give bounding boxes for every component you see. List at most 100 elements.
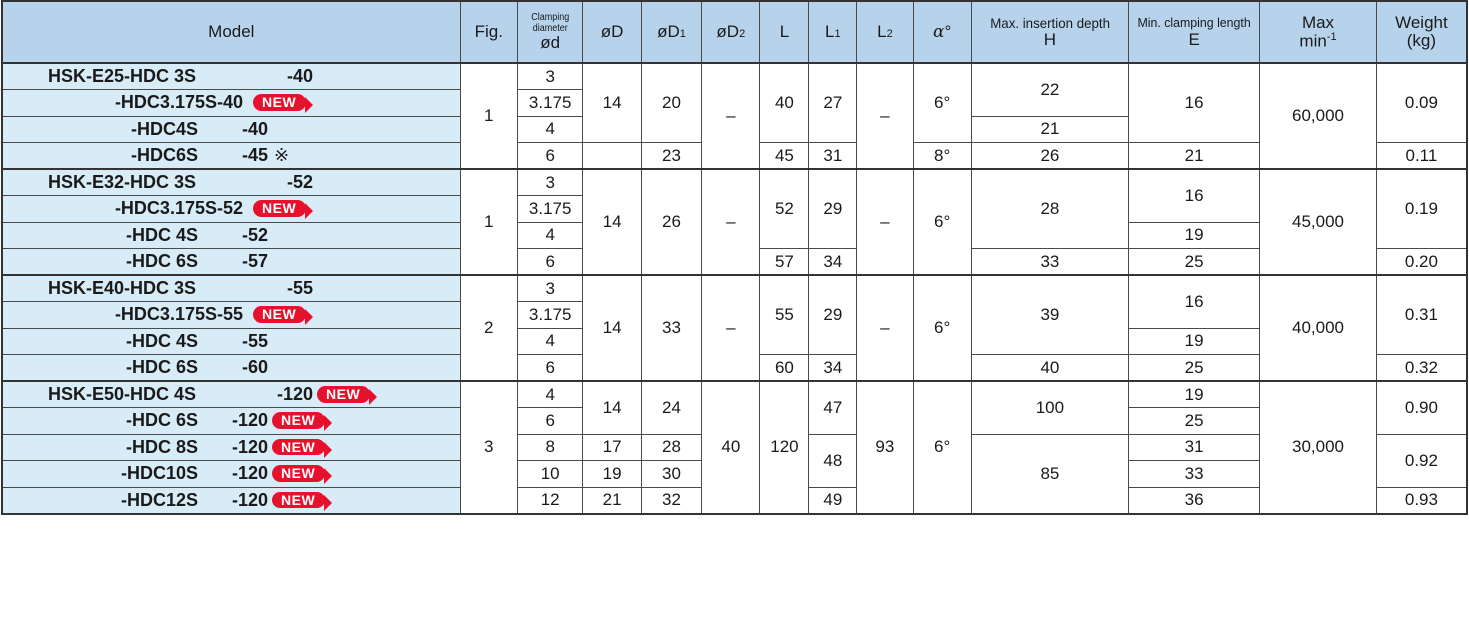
model-code: -45: [241, 145, 268, 166]
weight-cell: 0.11: [1375, 142, 1468, 170]
od2-cell: –: [701, 274, 761, 382]
h-cell: 28: [970, 168, 1130, 249]
l1-cell: 27: [808, 62, 858, 143]
header-row: Model Fig. Clamping diameter ød øD øD1 øD…: [1, 0, 1468, 64]
weight-cell: 0.90: [1375, 380, 1468, 435]
model-cell: -HDC3.175S-40 NEW: [1, 89, 461, 117]
header-max-unit: min: [1299, 31, 1327, 51]
group-e25: HSK-E25-HDC 3S -40 1 3 14 20 – 40 27 – 6°…: [1, 62, 1468, 170]
model-code: -120: [231, 463, 268, 484]
model-name: -HDC12S: [120, 489, 198, 510]
e-cell: 19: [1128, 327, 1261, 355]
od-cell: [582, 142, 642, 170]
l-cell: 45: [759, 142, 810, 170]
l-cell: 52: [759, 168, 810, 249]
e-cell: 16: [1128, 62, 1261, 143]
model-cell: HSK-E25-HDC 3S -40: [1, 62, 461, 90]
table-row: HSK-E32-HDC 3S -52 1 3 14 26 – 52 29 – 6°…: [1, 168, 1468, 276]
model-name: -HDC 6S: [125, 251, 198, 272]
l1-cell: 34: [808, 354, 858, 382]
e-cell: 33: [1128, 460, 1261, 488]
table-row: -HDC6S -45 ※ 6 23 45 31 8° 26 21 0.11: [1, 142, 1468, 170]
max-speed-cell: 60,000: [1259, 62, 1377, 170]
table-row: -HDC12S -120 NEW 12 21 32 49 36 0.93: [1, 486, 1468, 514]
l1-cell: 49: [808, 486, 858, 514]
od-cell: 14: [582, 380, 642, 435]
spec-table: Model Fig. Clamping diameter ød øD øD1 øD…: [1, 0, 1468, 515]
model-name: -HDC10S: [120, 463, 198, 484]
od1-cell: 32: [640, 486, 703, 514]
h-cell: 33: [970, 248, 1130, 276]
header-h-label: Max. insertion depth: [990, 15, 1110, 32]
header-e-label: Min. clamping length: [1137, 15, 1251, 31]
h-cell: 85: [970, 433, 1130, 514]
fig-cell: 1: [459, 168, 518, 276]
model-code: -120: [276, 384, 313, 405]
e-cell: 25: [1128, 407, 1261, 435]
e-cell: 36: [1128, 486, 1261, 514]
model-code: -60: [241, 357, 268, 378]
l2-cell: –: [856, 274, 914, 382]
header-weight-unit: (kg): [1406, 31, 1437, 50]
e-cell: 16: [1128, 274, 1261, 329]
header-l1-sub: 1: [834, 28, 841, 41]
table-row: HSK-E40-HDC 3S -55 2 3 14 33 – 55 29 – 6°…: [1, 274, 1468, 382]
l1-cell: 31: [808, 142, 858, 170]
header-od1-label: øD: [657, 22, 680, 42]
e-cell: 21: [1128, 142, 1261, 170]
alpha-cell: 6°: [912, 380, 972, 514]
new-badge: NEW: [272, 491, 333, 511]
model-code: -57: [241, 251, 268, 272]
header-fig: Fig.: [459, 0, 518, 64]
header-clamping-length: Min. clamping length E: [1128, 0, 1261, 64]
clamp-diameter-cell: 4: [516, 221, 584, 249]
od1-cell: 26: [640, 168, 703, 276]
e-cell: 31: [1128, 433, 1261, 461]
model-cell: HSK-E40-HDC 3S -55: [1, 274, 461, 302]
table-row: -HDC 8S -120 NEW 8 17 28 48 85 31 0.92: [1, 433, 1468, 514]
table-row: -HDC 4S -55 4 19: [1, 327, 1467, 355]
l-cell: 55: [759, 274, 810, 355]
model-name: -HDC 4S: [125, 330, 198, 351]
od-cell: 14: [582, 168, 642, 276]
od-cell: 19: [582, 460, 642, 488]
new-badge: NEW: [253, 200, 314, 219]
header-weight: Weight (kg): [1375, 0, 1468, 64]
new-badge: NEW: [272, 465, 333, 484]
model-code: -40: [286, 66, 313, 87]
model-cell: -HDC 4S -55: [1, 327, 461, 355]
model-name: -HDC3.175S-40: [114, 92, 243, 113]
new-badge: NEW: [317, 386, 378, 405]
h-cell: 22: [970, 62, 1130, 117]
clamp-diameter-cell: 3.175: [516, 301, 584, 329]
clamp-diameter-cell: 3: [516, 62, 584, 90]
header-od1: øD1: [640, 0, 703, 64]
od1-cell: 28: [640, 433, 703, 461]
header-max-speed: Max min-1: [1259, 0, 1377, 64]
clamp-diameter-cell: 3: [516, 168, 584, 196]
header-model: Model: [1, 0, 461, 64]
header-h-symbol: H: [1043, 30, 1057, 50]
model-cell: HSK-E50-HDC 4S -120 NEW: [1, 380, 461, 408]
od1-cell: 23: [640, 142, 703, 170]
table-row: -HDC10S -120 NEW 10 19 30 33: [1, 460, 1467, 488]
l2-cell: –: [856, 62, 914, 170]
new-badge: NEW: [253, 94, 314, 113]
table-row: -HDC3.175S-40 NEW 3.175: [1, 89, 1467, 117]
model-code: -55: [241, 330, 268, 351]
weight-cell: 0.09: [1375, 62, 1468, 143]
alpha-cell: 6°: [912, 274, 972, 382]
header-od2-label: øD: [716, 22, 740, 42]
od2-cell: –: [701, 62, 761, 170]
l-cell: 120: [759, 380, 810, 514]
model-name: HSK-E25-HDC 3S: [48, 66, 197, 87]
header-od: øD: [582, 0, 642, 64]
model-cell: -HDC 8S -120 NEW: [1, 433, 461, 461]
max-speed-cell: 40,000: [1259, 274, 1377, 382]
model-name: HSK-E40-HDC 3S: [48, 278, 197, 299]
l1-cell: 29: [808, 274, 858, 355]
weight-cell: 0.32: [1375, 354, 1468, 382]
model-cell: -HDC 6S -60: [1, 354, 461, 382]
group-e50: HSK-E50-HDC 4S -120 NEW 3 4 14 24 40 120 4…: [1, 380, 1468, 514]
model-cell: -HDC3.175S-55 NEW: [1, 301, 461, 329]
